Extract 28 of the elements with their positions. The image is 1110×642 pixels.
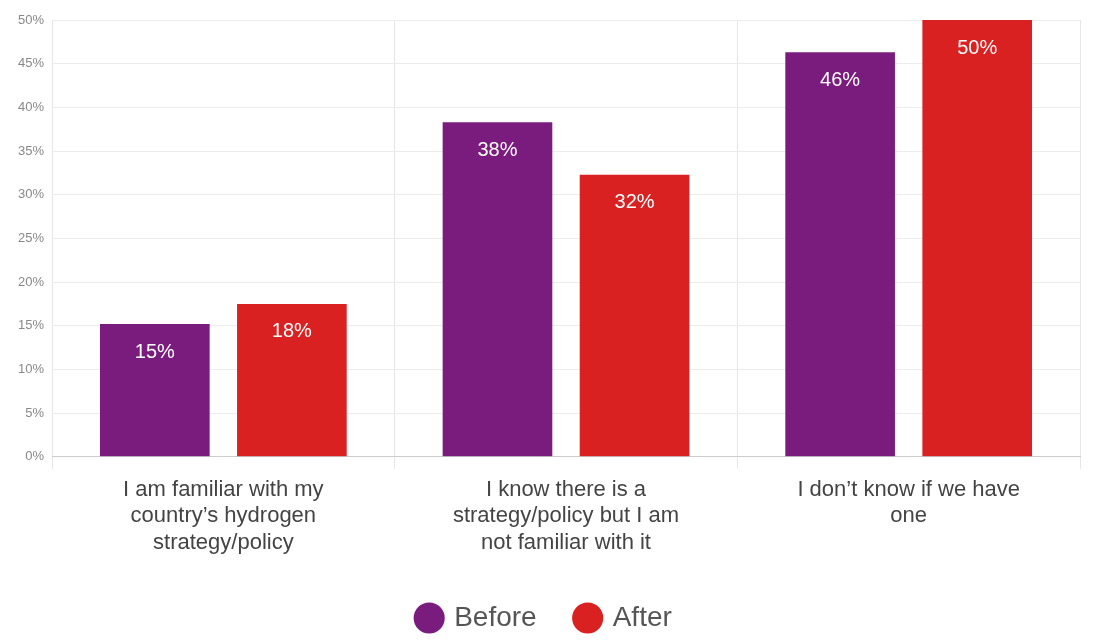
y-tick-label: 15% (17, 317, 45, 333)
data-label: 18% (271, 319, 313, 342)
bar (442, 122, 553, 457)
x-tick-label: I know there is a strategy/policy but I am not familiar with it (452, 476, 680, 554)
data-label: 50% (957, 35, 998, 58)
y-tick-label: 0% (25, 448, 45, 464)
bar (579, 174, 690, 457)
bar (785, 52, 895, 457)
x-tick-label: I don’t know if we have one (797, 476, 1020, 528)
legend-label: Before (454, 600, 537, 632)
y-tick-label: 40% (17, 98, 45, 114)
y-tick-label: 25% (17, 229, 45, 245)
data-label: 38% (477, 137, 518, 160)
bar (237, 303, 347, 457)
y-tick-label: 45% (17, 55, 45, 71)
y-tick-label: 20% (17, 273, 45, 289)
data-label: 46% (820, 67, 861, 90)
legend-label: After (612, 600, 672, 632)
y-tick-label: 5% (25, 404, 45, 420)
x-tick-label: I am familiar with my country’s hydrogen strategy/policy (123, 476, 324, 554)
data-label: 15% (134, 339, 176, 362)
data-label: 32% (614, 190, 655, 213)
y-tick-label: 10% (17, 361, 45, 377)
y-tick-label: 35% (17, 142, 45, 158)
y-tick-label: 50% (17, 11, 45, 27)
bar (922, 20, 1033, 457)
y-tick-label: 30% (17, 186, 45, 202)
bar (99, 324, 210, 457)
